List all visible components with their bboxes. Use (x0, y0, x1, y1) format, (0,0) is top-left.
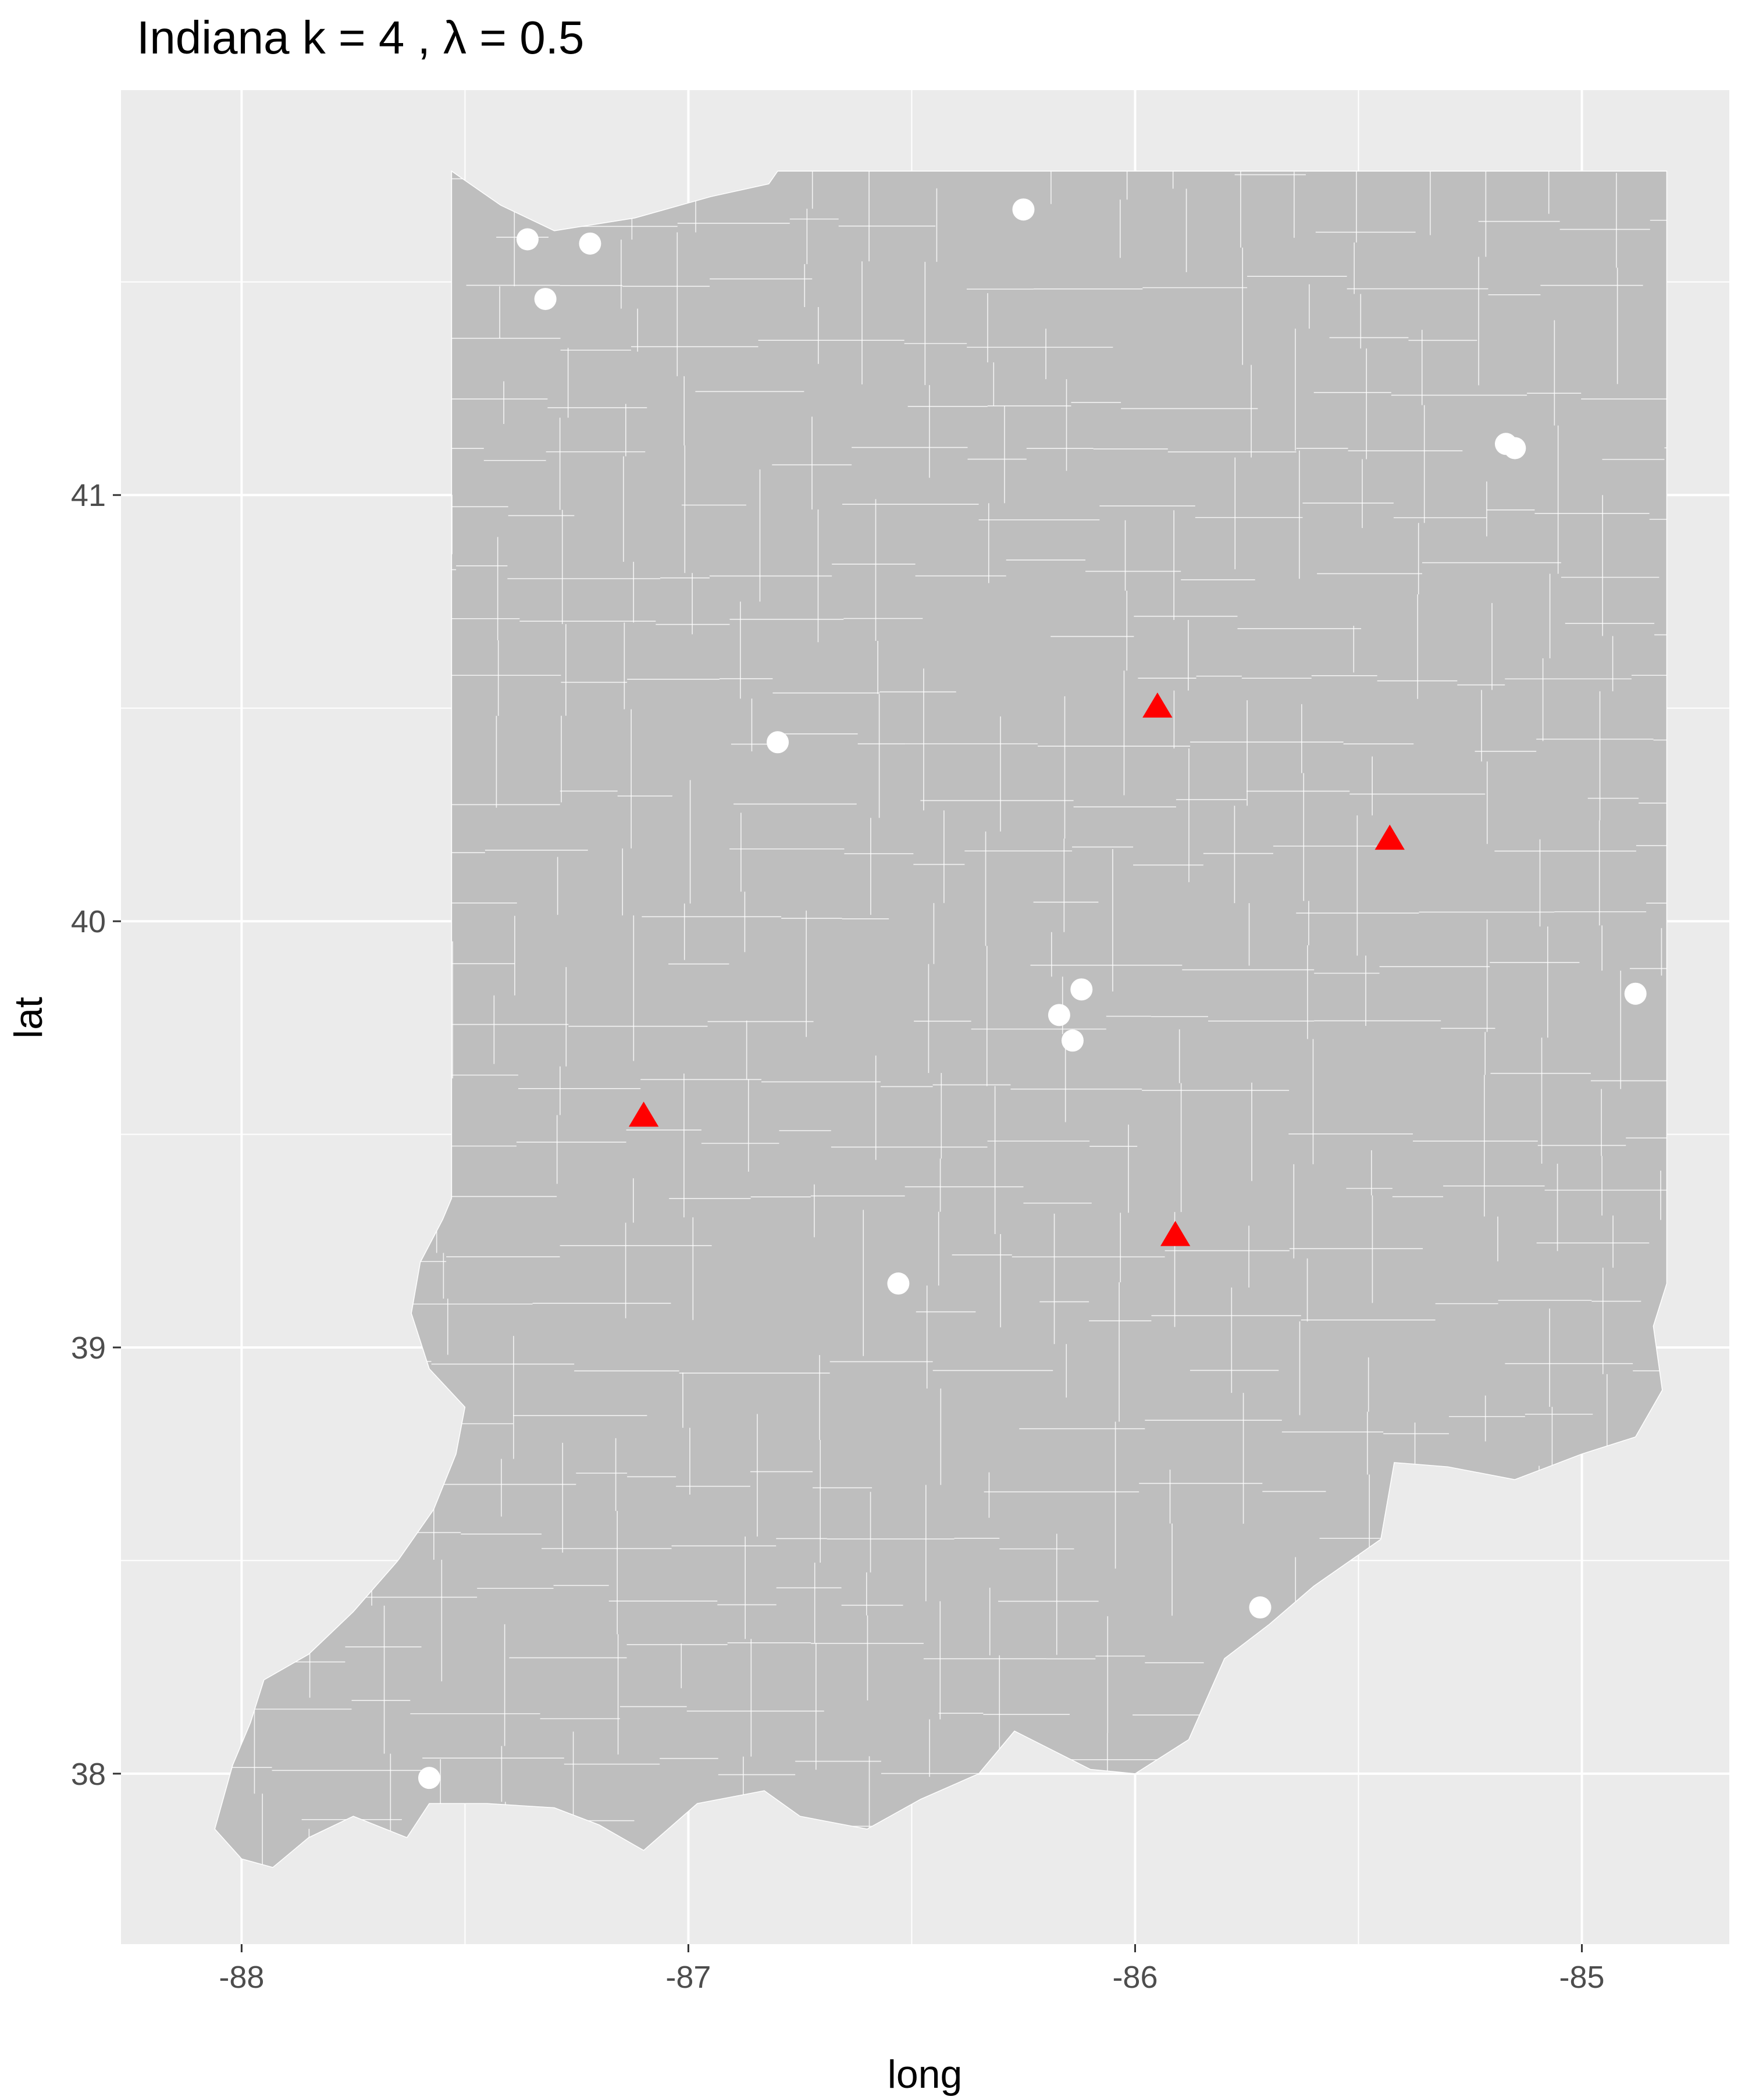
white-point (1048, 1004, 1070, 1026)
chart-title: Indiana k = 4 , λ = 0.5 (137, 12, 584, 63)
white-point (579, 232, 601, 255)
data-points (418, 198, 1647, 1789)
indiana-state-shape (214, 170, 1668, 1868)
y-axis-title: lat (6, 997, 51, 1039)
x-axis-title: long (888, 2052, 963, 2097)
white-point (767, 731, 789, 754)
white-point (887, 1272, 910, 1295)
y-tick-label: 38 (71, 1757, 106, 1792)
white-point (1624, 982, 1647, 1005)
x-tick-label: -88 (219, 1960, 264, 1995)
white-point (516, 228, 539, 251)
y-tick-label: 40 (71, 904, 106, 939)
white-point (1249, 1596, 1272, 1619)
white-point (534, 288, 557, 311)
y-axis: 38 39 40 41 (71, 478, 121, 1792)
indiana-outline (214, 170, 1668, 1868)
x-tick-label: -87 (665, 1960, 711, 1995)
red-triangle-point (629, 1101, 659, 1127)
red-triangle-point (1160, 1221, 1191, 1246)
white-point (1504, 437, 1526, 459)
y-tick-label: 41 (71, 478, 106, 513)
red-triangle-point (1374, 824, 1405, 850)
x-tick-label: -85 (1559, 1960, 1605, 1995)
white-point (1012, 198, 1035, 221)
x-tick-label: -86 (1112, 1960, 1158, 1995)
white-point (418, 1767, 440, 1789)
x-axis: -88 -87 -86 -85 (219, 1944, 1605, 1995)
y-tick-label: 39 (71, 1331, 106, 1365)
white-point (1070, 978, 1093, 1001)
red-triangle-point (1142, 692, 1173, 718)
white-point (1061, 1029, 1084, 1052)
